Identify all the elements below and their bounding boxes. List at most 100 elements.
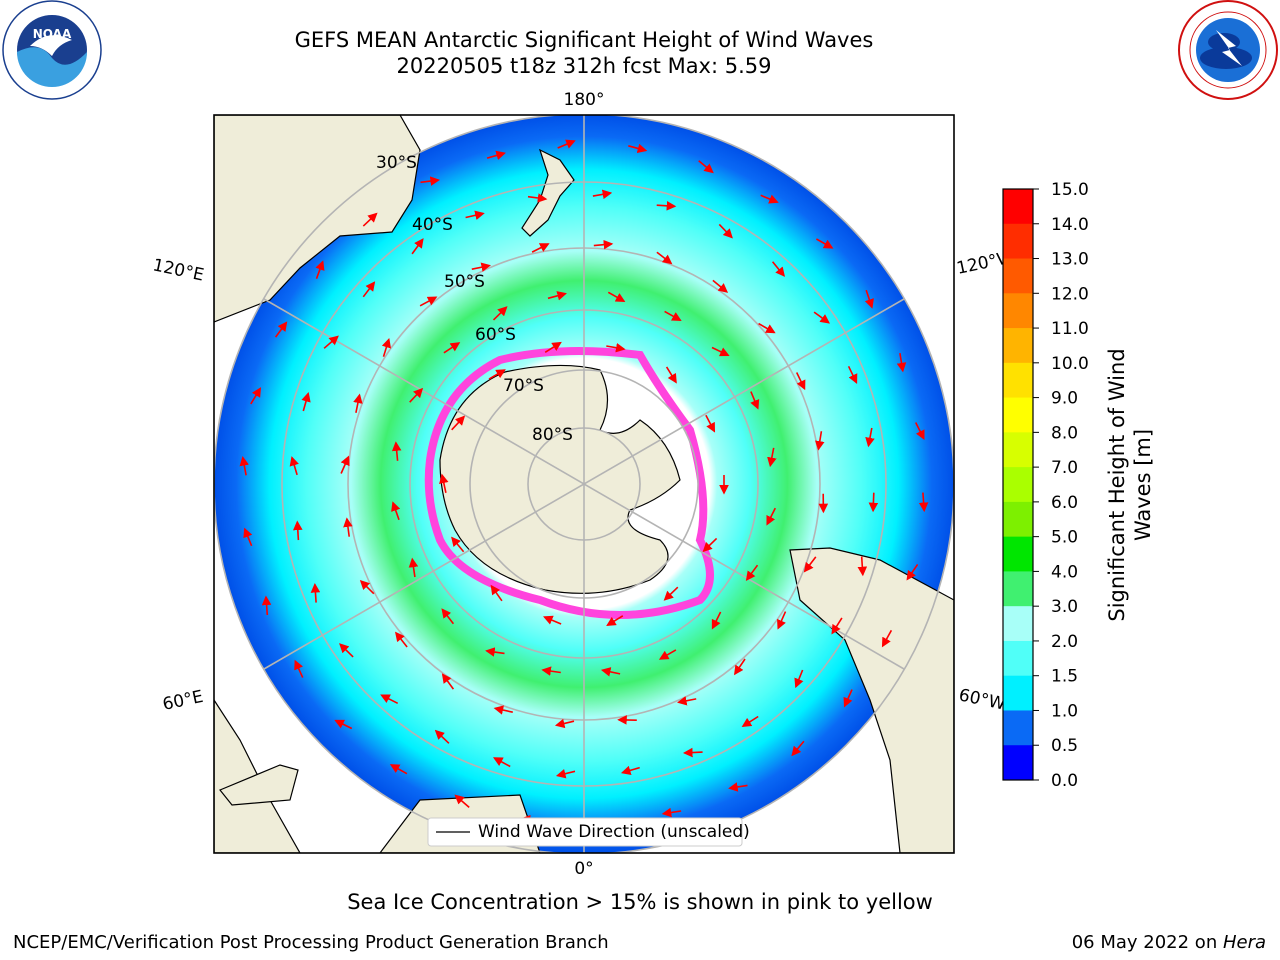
wave-direction-arrow xyxy=(741,715,759,728)
wave-direction-arrow xyxy=(656,201,677,211)
colorbar-swatch xyxy=(1003,745,1033,781)
wave-direction-arrow xyxy=(831,617,843,635)
wave-direction-arrow xyxy=(380,694,399,705)
colorbar: 15.0 14.0 13.0 12.0 11.0 10.0 9.0 8.0 7.0 6.0 5.0 4… xyxy=(1002,180,1089,791)
wave-direction-arrow xyxy=(490,584,503,602)
wave-direction-arrow xyxy=(658,649,677,660)
wave-direction-arrow xyxy=(471,262,491,272)
wave-direction-arrow xyxy=(340,455,350,474)
wave-direction-arrow xyxy=(766,507,777,526)
wave-direction-arrow xyxy=(555,769,576,779)
wave-direction-arrow xyxy=(795,372,806,391)
wave-direction-arrow xyxy=(813,311,830,324)
colorbar-swatch xyxy=(1003,467,1033,503)
wave-direction-arrow xyxy=(243,527,253,547)
wave-direction-arrow xyxy=(543,615,562,625)
wave-direction-arrow xyxy=(274,321,288,338)
lat-label-60s: 60°S xyxy=(475,325,516,345)
wave-direction-arrow xyxy=(593,239,614,250)
wave-direction-arrow xyxy=(896,352,907,373)
wave-direction-arrow xyxy=(803,556,817,573)
colorbar-swatch xyxy=(1003,536,1033,572)
wave-direction-arrow xyxy=(434,729,450,744)
wave-direction-arrow xyxy=(661,807,682,818)
wave-direction-arrow xyxy=(554,718,575,729)
colorbar-tick-label: 5.0 xyxy=(1051,528,1078,548)
wave-direction-arrow xyxy=(600,667,621,677)
wave-direction-arrow xyxy=(408,557,419,578)
wave-direction-arrow xyxy=(592,189,613,200)
lat-label-40s: 40°S xyxy=(412,215,453,235)
colorbar-swatch xyxy=(1003,397,1033,433)
wave-direction-arrow xyxy=(705,414,716,433)
wave-direction-arrow xyxy=(702,537,718,553)
colorbar-swatch xyxy=(1003,293,1033,329)
wave-direction-arrow xyxy=(868,492,879,513)
wave-direction-arrow xyxy=(857,556,868,577)
colorbar-swatch xyxy=(1003,328,1033,364)
wave-direction-arrow xyxy=(323,335,339,349)
wave-direction-arrow xyxy=(794,669,804,689)
wave-direction-arrow xyxy=(310,583,321,603)
colorbar-tick-label: 1.5 xyxy=(1051,667,1078,687)
wave-direction-arrow xyxy=(294,659,304,678)
wave-direction-arrow xyxy=(441,608,455,625)
wave-direction-arrow xyxy=(547,291,567,301)
wave-direction-arrow xyxy=(451,415,466,431)
wave-direction-arrow xyxy=(492,757,511,768)
lat-label-50s: 50°S xyxy=(444,272,485,292)
wave-direction-arrow xyxy=(918,492,929,513)
wave-direction-arrow xyxy=(443,342,461,354)
wave-direction-arrow xyxy=(698,160,714,174)
wave-direction-arrow xyxy=(711,346,730,357)
colorbar-tick-label: 11.0 xyxy=(1051,319,1089,339)
madagascar-land xyxy=(219,764,299,806)
sea-ice-region xyxy=(424,347,714,619)
colorbar-tick-label: 2.0 xyxy=(1051,632,1078,652)
colorbar-tick-label: 4.0 xyxy=(1051,562,1078,582)
wave-direction-arrow xyxy=(791,740,805,757)
wave-direction-arrow xyxy=(760,194,779,204)
wave-direction-arrow xyxy=(815,431,825,451)
wave-direction-arrow xyxy=(750,391,760,410)
colorbar-tick-label: 15.0 xyxy=(1051,180,1089,200)
wave-direction-arrow xyxy=(607,291,626,302)
wave-direction-arrow xyxy=(906,563,919,581)
lat-label-30s: 30°S xyxy=(376,153,417,173)
nws-logo xyxy=(1178,0,1278,100)
wave-direction-arrow xyxy=(683,747,703,758)
wave-direction-arrow xyxy=(864,289,874,309)
wave-direction-arrow xyxy=(628,143,648,154)
colorbar-tick-label: 9.0 xyxy=(1051,389,1078,409)
noaa-logo: NOAA xyxy=(2,0,102,100)
wave-direction-arrow xyxy=(451,536,465,553)
colorbar-tick-label: 0.5 xyxy=(1051,736,1078,756)
svg-text:NOAA: NOAA xyxy=(33,27,72,41)
new-zealand-land xyxy=(521,148,575,237)
wave-direction-arrow xyxy=(454,794,470,809)
wave-direction-arrow xyxy=(620,765,640,776)
colorbar-tick-label: 10.0 xyxy=(1051,354,1089,374)
wave-direction-arrow xyxy=(541,666,561,676)
wave-direction-arrow xyxy=(485,647,505,657)
colorbar-tick-label: 1.0 xyxy=(1051,701,1078,721)
lon-label-0: 0° xyxy=(574,859,593,879)
wave-direction-arrow xyxy=(439,473,449,493)
colorbar-tick-label: 6.0 xyxy=(1051,493,1078,513)
wave-direction-arrow xyxy=(606,342,626,353)
colorbar-tick-label: 13.0 xyxy=(1051,250,1089,270)
colorbar-swatch xyxy=(1003,501,1033,538)
wave-direction-arrow xyxy=(334,719,353,730)
colorbar-swatch xyxy=(1003,189,1033,225)
wave-direction-arrow xyxy=(664,310,682,321)
wave-direction-arrow xyxy=(353,393,363,413)
wave-direction-arrow xyxy=(420,176,440,186)
map-subtitle: 20220505 t18z 312h fcst Max: 5.59 xyxy=(396,54,772,78)
wave-direction-arrow xyxy=(465,210,485,220)
colorbar-tick-label: 12.0 xyxy=(1051,284,1089,304)
footer-date: 06 May 2022 on Hera xyxy=(1072,932,1266,953)
wave-direction-arrow xyxy=(389,764,408,775)
colorbar-swatch xyxy=(1003,223,1033,260)
wave-direction-arrow xyxy=(777,611,787,630)
wave-direction-arrow xyxy=(441,673,455,690)
